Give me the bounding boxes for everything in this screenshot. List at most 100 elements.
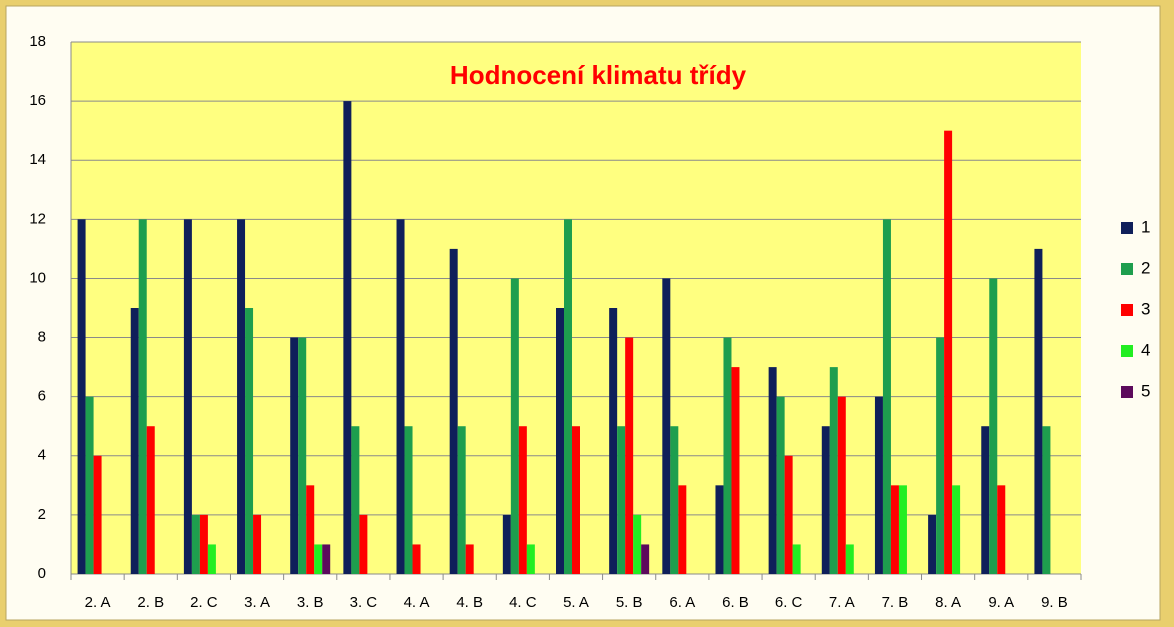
x-tick-label: 2. B: [137, 594, 164, 611]
bar: [138, 219, 147, 575]
x-tick-label: 6. C: [775, 594, 803, 611]
y-tick-label: 6: [38, 388, 46, 405]
bar: [776, 396, 785, 574]
bar: [989, 278, 998, 574]
x-tick-label: 2. A: [85, 594, 111, 611]
bar: [678, 485, 687, 574]
y-tick-label: 12: [29, 210, 46, 227]
bar: [768, 367, 777, 574]
chart-title: Hodnocení klimatu třídy: [450, 60, 747, 90]
bar: [130, 308, 139, 574]
bar: [821, 426, 830, 574]
bar: [556, 308, 564, 574]
x-tick-label: 5. A: [563, 594, 589, 611]
bar: [510, 278, 519, 574]
bar: [526, 544, 535, 574]
legend-label: 1: [1141, 217, 1150, 236]
bar: [952, 485, 961, 574]
legend-swatch: [1121, 263, 1133, 275]
bar: [449, 248, 458, 574]
x-tick-label: 9. B: [1041, 594, 1068, 611]
bar: [670, 426, 679, 574]
y-tick-label: 0: [38, 565, 46, 582]
bar: [1034, 248, 1043, 574]
x-tick-label: 3. A: [244, 594, 270, 611]
legend-swatch: [1121, 222, 1133, 234]
bar: [837, 396, 846, 574]
bar: [1042, 426, 1051, 574]
x-tick-label: 7. A: [829, 594, 855, 611]
x-tick-label: 7. B: [882, 594, 909, 611]
bar: [290, 337, 299, 574]
bar: [146, 426, 155, 574]
bar: [343, 101, 352, 574]
bar: [322, 544, 331, 574]
bar: [617, 426, 626, 574]
legend-label: 5: [1141, 381, 1150, 400]
bar: [306, 485, 315, 574]
bar: [564, 219, 572, 575]
y-tick-label: 4: [38, 447, 46, 464]
bar: [641, 544, 650, 574]
x-tick-label: 3. C: [350, 594, 378, 611]
bar: [936, 337, 945, 574]
x-tick-label: 6. B: [722, 594, 749, 611]
bar: [625, 337, 634, 574]
x-tick-label: 9. A: [988, 594, 1014, 611]
bar: [199, 514, 208, 574]
bar: [207, 544, 216, 574]
bar: [898, 485, 907, 574]
bar: [792, 544, 801, 574]
y-tick-label: 10: [29, 269, 46, 286]
bar: [874, 396, 883, 574]
x-tick-label: 8. A: [935, 594, 961, 611]
y-tick-label: 14: [29, 151, 46, 168]
bar: [518, 426, 527, 574]
legend-swatch: [1121, 304, 1133, 316]
bar: [404, 426, 413, 574]
bar: [502, 514, 511, 574]
bar: [457, 426, 466, 574]
bar: [245, 308, 254, 574]
bar: [928, 514, 937, 574]
bar: [465, 544, 474, 574]
y-tick-label: 16: [29, 92, 46, 109]
legend-swatch: [1121, 386, 1133, 398]
x-tick-label: 2. C: [190, 594, 218, 611]
bar: [191, 514, 200, 574]
x-tick-label: 6. A: [669, 594, 695, 611]
bar: [715, 485, 724, 574]
y-tick-label: 18: [29, 33, 46, 50]
bar: [829, 367, 838, 574]
bar: [77, 219, 86, 575]
bar: [93, 455, 102, 574]
x-tick-label: 5. B: [616, 594, 643, 611]
bar: [396, 219, 405, 575]
bar: [997, 485, 1006, 574]
bar: [298, 337, 307, 574]
bar: [981, 426, 990, 574]
x-tick-label: 3. B: [297, 594, 324, 611]
bar: [731, 367, 740, 574]
bar: [572, 426, 580, 574]
bar: [882, 219, 891, 575]
bar: [784, 455, 793, 574]
y-tick-label: 8: [38, 329, 46, 346]
legend-label: 4: [1141, 340, 1150, 359]
bar: [609, 308, 618, 574]
legend-swatch: [1121, 345, 1133, 357]
bar: [237, 219, 246, 575]
bar: [633, 514, 642, 574]
x-tick-label: 4. C: [509, 594, 537, 611]
bar: [253, 514, 262, 574]
bar: [412, 544, 421, 574]
bar: [890, 485, 899, 574]
bar: [723, 337, 732, 574]
y-tick-label: 2: [38, 506, 46, 523]
legend-label: 3: [1141, 299, 1150, 318]
bar: [944, 130, 953, 574]
bar: [845, 544, 854, 574]
bar: [314, 544, 323, 574]
x-tick-label: 4. B: [456, 594, 483, 611]
